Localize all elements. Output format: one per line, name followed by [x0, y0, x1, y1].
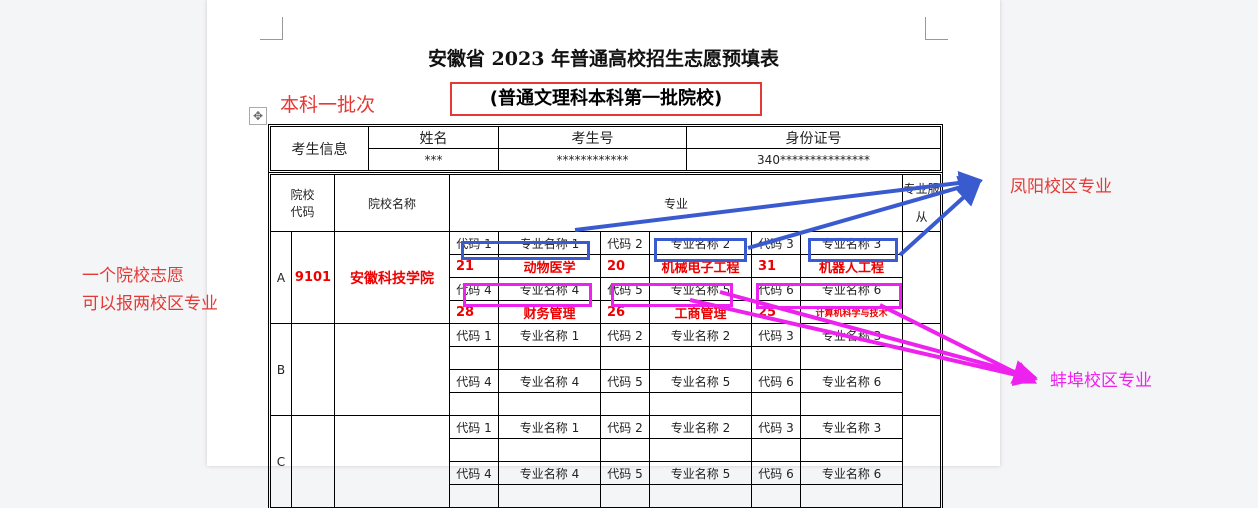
major-code-cell[interactable] — [449, 346, 500, 370]
arrow-line — [747, 175, 983, 250]
major-name-cell[interactable] — [649, 484, 753, 508]
highlight-box — [461, 241, 590, 260]
arrow-fengyang — [574, 171, 983, 257]
major-name-label: 专业名称 2 — [649, 323, 753, 347]
code-label: 代码 2 — [600, 415, 651, 439]
major-name-label: 专业名称 3 — [800, 415, 904, 439]
highlight-box — [463, 283, 592, 307]
arrow-line — [898, 181, 981, 257]
arrow-line — [574, 171, 983, 232]
table-move-handle-icon[interactable]: ✥ — [249, 107, 267, 125]
crop-mark — [260, 17, 283, 40]
major-name-label: 专业名称 5 — [649, 369, 753, 393]
choice-row — [271, 392, 941, 416]
major-name-cell[interactable] — [649, 438, 753, 462]
form-subtitle: (普通文理科本科第一批院校) — [450, 82, 762, 116]
major-code-cell[interactable] — [600, 484, 651, 508]
student-info-table: 考生信息 姓名 考生号 身份证号 *** ************ 340********… — [268, 124, 943, 173]
major-name-cell[interactable] — [800, 484, 904, 508]
school-code-cell[interactable] — [290, 323, 336, 416]
school-code-cell[interactable]: 9101 — [290, 231, 336, 324]
major-code-cell[interactable] — [600, 392, 651, 416]
major-name-label: 专业名称 4 — [498, 369, 602, 393]
note-line: 可以报两校区专业 — [82, 294, 218, 314]
arrow-line — [689, 298, 1038, 387]
code-label: 代码 3 — [751, 415, 802, 439]
bengbu-label: 蚌埠校区专业 — [1050, 371, 1152, 391]
major-code-cell[interactable] — [751, 484, 802, 508]
arrow-line — [719, 290, 1038, 384]
choice-row: 代码 4 专业名称 4 代码 5 专业名称 5 代码 6 专业名称 6 — [271, 369, 941, 393]
code-label: 代码 2 — [600, 231, 651, 255]
code-label: 代码 4 — [449, 369, 500, 393]
annotation-arrows — [574, 171, 1038, 387]
school-name-cell[interactable] — [334, 323, 451, 416]
highlight-box — [756, 283, 902, 309]
major-name-cell[interactable] — [800, 438, 904, 462]
batch-annotation: 本科一批次 — [280, 94, 376, 116]
major-code-cell[interactable] — [449, 484, 500, 508]
highlight-box — [654, 238, 747, 262]
major-header: 专业 — [449, 174, 904, 232]
crop-mark — [925, 17, 948, 40]
choice-row: 代码 4 专业名称 4 代码 5 专业名称 5 代码 6 专业名称 6 — [271, 277, 941, 301]
form-title: 安徽省 2023 年普通高校招生志愿预填表 — [427, 48, 780, 70]
arrow-bengbu — [689, 290, 1038, 387]
code-label: 代码 1 — [449, 415, 500, 439]
choice-row: B 代码 1 专业名称 1 代码 2 专业名称 2 代码 3 专业名称 3 — [270, 323, 942, 416]
major-name-cell[interactable] — [498, 484, 602, 508]
major-name-label: 专业名称 6 — [800, 369, 904, 393]
highlight-box — [808, 238, 898, 262]
school-name-cell[interactable]: 安徽科技学院 — [334, 231, 451, 324]
code-label: 代码 2 — [600, 323, 651, 347]
note-annotation: 一个院校志愿可以报两校区专业 — [82, 262, 218, 318]
choice-row — [271, 438, 941, 462]
fengyang-label: 凤阳校区专业 — [1010, 177, 1112, 197]
major-name-label: 专业名称 4 — [498, 277, 602, 301]
exam-value[interactable]: ************ — [498, 148, 687, 171]
note-line: 一个院校志愿 — [82, 266, 184, 286]
code-label: 代码 6 — [751, 369, 802, 393]
student-info-label: 考生信息 — [270, 126, 369, 171]
major-name-label: 专业名称 6 — [800, 277, 904, 301]
arrow-line — [879, 303, 1038, 384]
id-value[interactable]: 340*************** — [686, 148, 941, 171]
major-code-cell[interactable]: 31 — [751, 254, 802, 278]
choice-row — [271, 346, 941, 370]
